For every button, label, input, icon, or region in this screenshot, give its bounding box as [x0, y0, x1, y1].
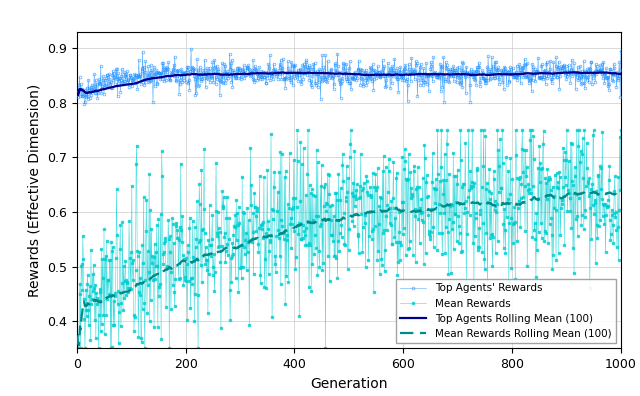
Top Agents' Rewards	[499, 80, 506, 85]
Mean Rewards Rolling Mean (100)	[314, 219, 321, 224]
Top Agents' Rewards	[74, 91, 81, 96]
Top Agents' Rewards	[81, 102, 88, 107]
Top Agents Rolling Mean (100)	[294, 70, 301, 75]
Mean Rewards Rolling Mean (100)	[508, 202, 515, 206]
Mean Rewards	[74, 346, 82, 351]
Mean Rewards Rolling Mean (100)	[498, 203, 506, 208]
Top Agents Rolling Mean (100)	[617, 71, 625, 76]
Mean Rewards Rolling Mean (100)	[74, 333, 81, 338]
Top Agents' Rewards	[508, 71, 516, 76]
Mean Rewards	[293, 128, 301, 132]
Top Agents' Rewards	[314, 85, 322, 89]
Mean Rewards Rolling Mean (100)	[447, 204, 455, 208]
Line: Top Agents Rolling Mean (100): Top Agents Rolling Mean (100)	[77, 72, 621, 95]
Top Agents Rolling Mean (100)	[74, 91, 81, 96]
Top Agents Rolling Mean (100)	[74, 93, 82, 98]
Mean Rewards	[448, 203, 456, 208]
Top Agents Rolling Mean (100)	[314, 70, 321, 75]
Top Agents' Rewards	[188, 46, 195, 51]
Mean Rewards Rolling Mean (100)	[294, 223, 301, 228]
Top Agents' Rewards	[448, 67, 456, 71]
Mean Rewards	[314, 160, 322, 165]
Mean Rewards	[617, 128, 625, 132]
Mean Rewards	[74, 333, 81, 338]
Mean Rewards	[129, 257, 137, 262]
Mean Rewards	[294, 232, 302, 236]
Line: Mean Rewards Rolling Mean (100): Mean Rewards Rolling Mean (100)	[77, 192, 621, 345]
Top Agents Rolling Mean (100)	[508, 72, 515, 77]
Top Agents Rolling Mean (100)	[572, 70, 579, 74]
Line: Top Agents' Rewards: Top Agents' Rewards	[76, 48, 622, 105]
Top Agents' Rewards	[129, 80, 137, 84]
Y-axis label: Rewards (Effective Dimension): Rewards (Effective Dimension)	[28, 84, 42, 297]
Mean Rewards Rolling Mean (100)	[617, 194, 625, 198]
Legend: Top Agents' Rewards, Mean Rewards, Top Agents Rolling Mean (100), Mean Rewards R: Top Agents' Rewards, Mean Rewards, Top A…	[396, 279, 616, 343]
Top Agents Rolling Mean (100)	[129, 81, 137, 86]
Top Agents Rolling Mean (100)	[447, 72, 455, 77]
X-axis label: Generation: Generation	[310, 377, 388, 391]
Mean Rewards Rolling Mean (100)	[75, 343, 83, 348]
Top Agents' Rewards	[294, 78, 302, 83]
Top Agents' Rewards	[617, 48, 625, 53]
Mean Rewards	[508, 177, 516, 181]
Line: Mean Rewards: Mean Rewards	[76, 129, 622, 350]
Mean Rewards Rolling Mean (100)	[129, 284, 137, 288]
Mean Rewards Rolling Mean (100)	[590, 189, 598, 194]
Mean Rewards	[499, 128, 506, 132]
Top Agents Rolling Mean (100)	[498, 72, 506, 77]
